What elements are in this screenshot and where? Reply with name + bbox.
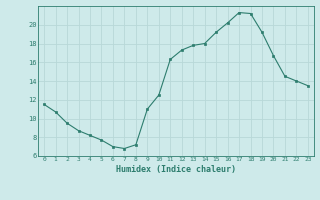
X-axis label: Humidex (Indice chaleur): Humidex (Indice chaleur) — [116, 165, 236, 174]
